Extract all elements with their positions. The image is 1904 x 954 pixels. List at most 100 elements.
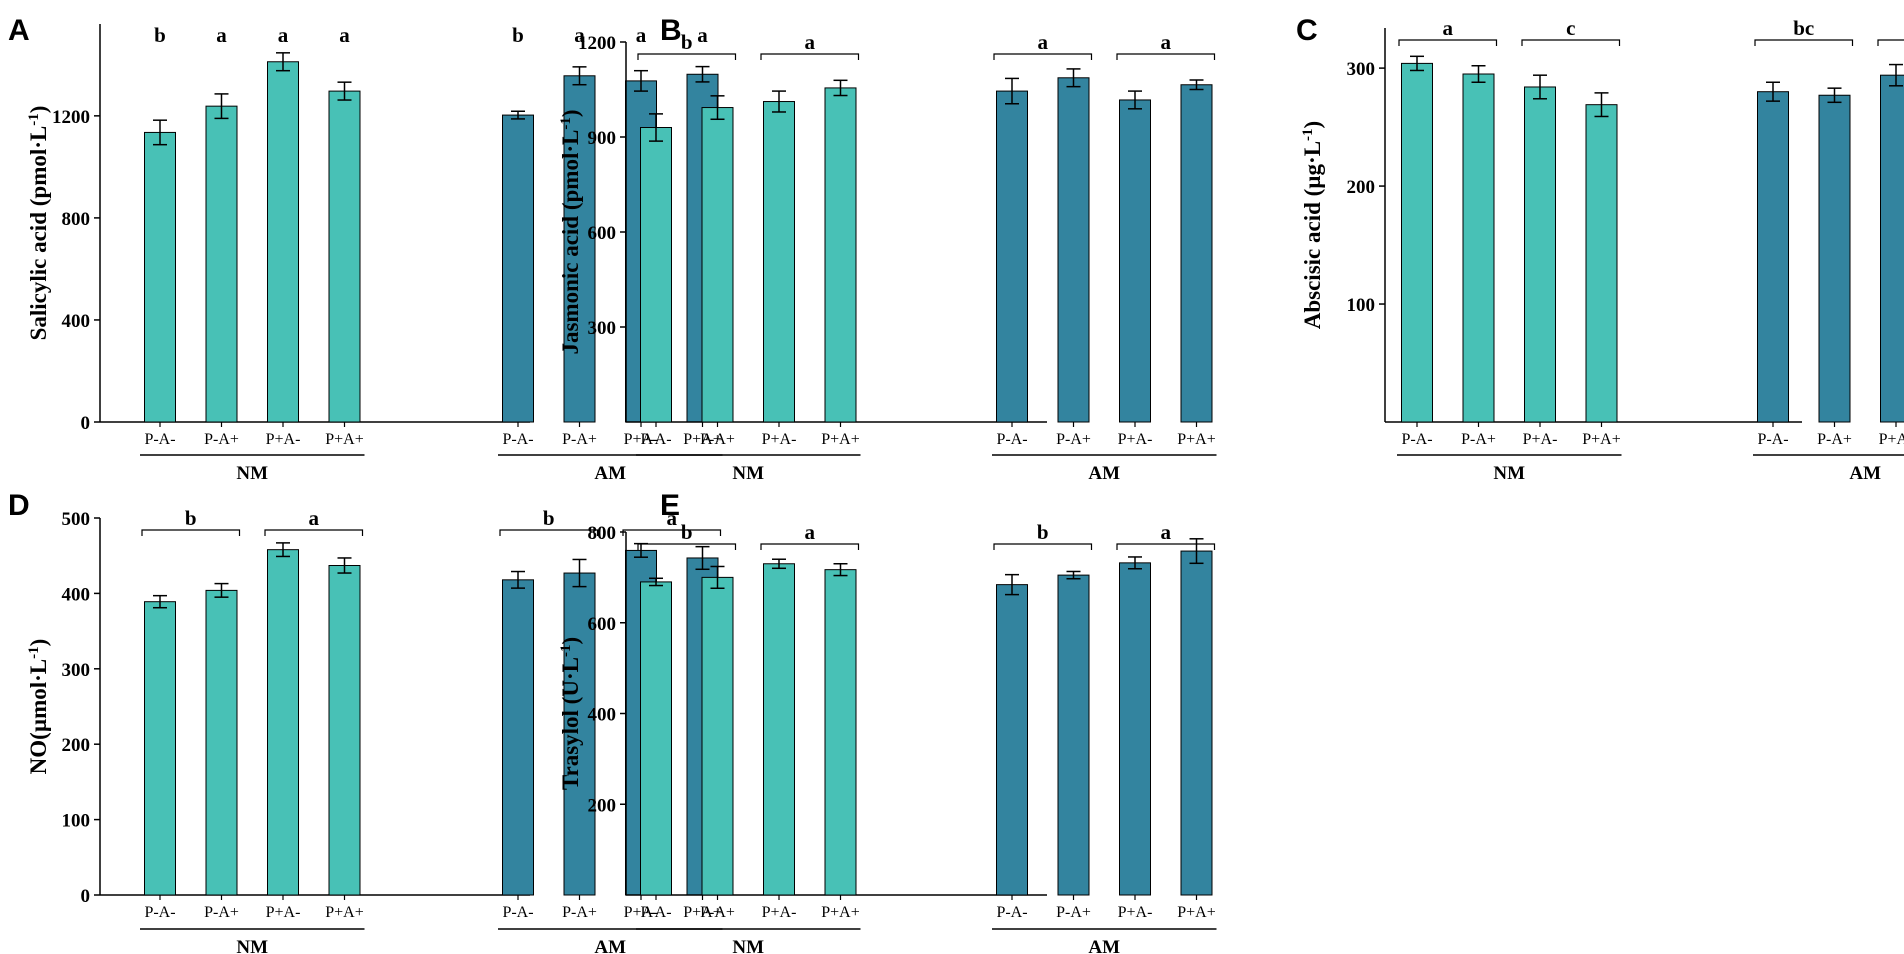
x-tick-label: P-A+: [562, 904, 597, 921]
y-tick-label: 500: [62, 509, 91, 530]
y-tick-label: 0: [81, 886, 91, 907]
x-tick-label: P-A+: [204, 431, 239, 448]
bar: [1180, 550, 1213, 896]
bar: [763, 563, 795, 896]
y-tick-label: 900: [588, 128, 617, 149]
bar: [502, 579, 534, 896]
significance-letter: a: [216, 23, 227, 47]
bar: [1818, 94, 1851, 423]
group-label: AM: [594, 463, 626, 484]
significance-bracket: [760, 53, 860, 60]
bar: [640, 127, 672, 423]
x-tick-label: P-A-: [502, 904, 533, 921]
panel-c: C 100 200 300 Abscisic acid (µg·L-1) P-A- P-A+…: [1296, 14, 1904, 484]
significance-bracket: [499, 529, 599, 536]
y-tick-label: 300: [588, 318, 617, 339]
y-tick-label: 800: [62, 209, 91, 230]
significance-letter: a: [1161, 520, 1172, 544]
y-tick-label: 400: [588, 705, 617, 726]
significance-bracket: [993, 543, 1093, 550]
significance-letter: a: [278, 23, 289, 47]
x-tick-label: P-A+: [204, 904, 239, 921]
y-tick-label: 1200: [578, 33, 616, 54]
significance-letter: a: [805, 30, 816, 54]
bar: [824, 569, 857, 896]
significance-letter: a: [339, 23, 350, 47]
x-tick-label: P+A+: [1582, 431, 1621, 448]
significance-letter: a: [636, 23, 647, 47]
x-tick-label: P+A+: [1177, 431, 1216, 448]
group-label: AM: [594, 937, 626, 954]
bar: [1524, 86, 1556, 423]
x-tick-label: P-A+: [1461, 431, 1496, 448]
bar: [1880, 74, 1904, 423]
bar: [1119, 562, 1151, 896]
significance-bracket: [1116, 53, 1216, 60]
significance-bracket: [264, 529, 364, 536]
x-tick-label: P+A+: [821, 431, 860, 448]
bar: [1757, 91, 1789, 423]
y-tick-label: 1200: [52, 107, 90, 128]
significance-letter: b: [512, 23, 524, 47]
significance-letter: a: [1161, 30, 1172, 54]
y-tick-label: 600: [588, 614, 617, 635]
group-label: NM: [732, 937, 764, 954]
x-tick-label: P+A-: [266, 431, 301, 448]
y-axis-label: Trasylol (U·L-1): [558, 637, 583, 790]
x-tick-label: P+A-: [762, 431, 797, 448]
significance-letter: a: [697, 23, 708, 47]
significance-letter: a: [667, 506, 678, 530]
y-tick-label: 600: [588, 223, 617, 244]
significance-bracket: [760, 543, 860, 550]
y-tick-label: 0: [81, 413, 91, 434]
panel-letter: A: [8, 14, 30, 47]
group-label: NM: [236, 937, 268, 954]
group-label: NM: [1493, 463, 1525, 484]
x-tick-label: P-A+: [700, 904, 735, 921]
x-tick-label: P-A+: [1056, 431, 1091, 448]
significance-letter: a: [309, 506, 320, 530]
panel-e: E 200 400 600 800 Trasylol (U·L-1) P-A- P-A+ P+A…: [558, 489, 1217, 954]
bar: [996, 584, 1028, 896]
y-tick-label: 800: [588, 523, 617, 544]
x-tick-label: P+A-: [266, 904, 301, 921]
panel-letter: B: [660, 14, 682, 47]
y-axis-label: Salicylic acid (pmol·L-1): [26, 106, 51, 341]
x-tick-label: P+A+: [325, 904, 364, 921]
x-tick-label: P+A+: [821, 904, 860, 921]
bar: [1057, 77, 1090, 423]
x-tick-label: P+A-: [762, 904, 797, 921]
significance-letter: b: [154, 23, 166, 47]
x-tick-label: P+A-: [1118, 431, 1153, 448]
bar: [824, 87, 857, 423]
panel-letter: D: [8, 489, 30, 522]
x-tick-label: P-A-: [144, 431, 175, 448]
bar: [502, 114, 534, 423]
bar: [1585, 104, 1618, 423]
x-tick-label: P-A-: [996, 904, 1027, 921]
significance-letter: a: [805, 520, 816, 544]
bar: [267, 549, 299, 896]
x-tick-label: P-A+: [700, 431, 735, 448]
bar: [1401, 62, 1433, 423]
x-tick-label: P+A+: [325, 431, 364, 448]
x-tick-label: P-A+: [1056, 904, 1091, 921]
significance-bracket: [622, 529, 722, 536]
bar: [563, 572, 596, 896]
y-axis-label: Jasmonic acid (pmol·L-1): [558, 109, 583, 354]
significance-letter: b: [681, 520, 693, 544]
x-tick-label: P-A+: [1817, 431, 1852, 448]
y-tick-label: 200: [1347, 177, 1376, 198]
panel-letter: E: [660, 489, 680, 522]
y-tick-label: 300: [1347, 59, 1376, 80]
significance-letter: b: [185, 506, 197, 530]
group-label: AM: [1088, 937, 1120, 954]
y-tick-label: 200: [588, 795, 617, 816]
x-tick-label: P-A-: [640, 904, 671, 921]
bar: [701, 107, 734, 423]
bar: [1180, 84, 1213, 423]
x-tick-label: P-A-: [996, 431, 1027, 448]
x-tick-label: P+A+: [683, 431, 722, 448]
y-tick-label: 400: [62, 584, 91, 605]
